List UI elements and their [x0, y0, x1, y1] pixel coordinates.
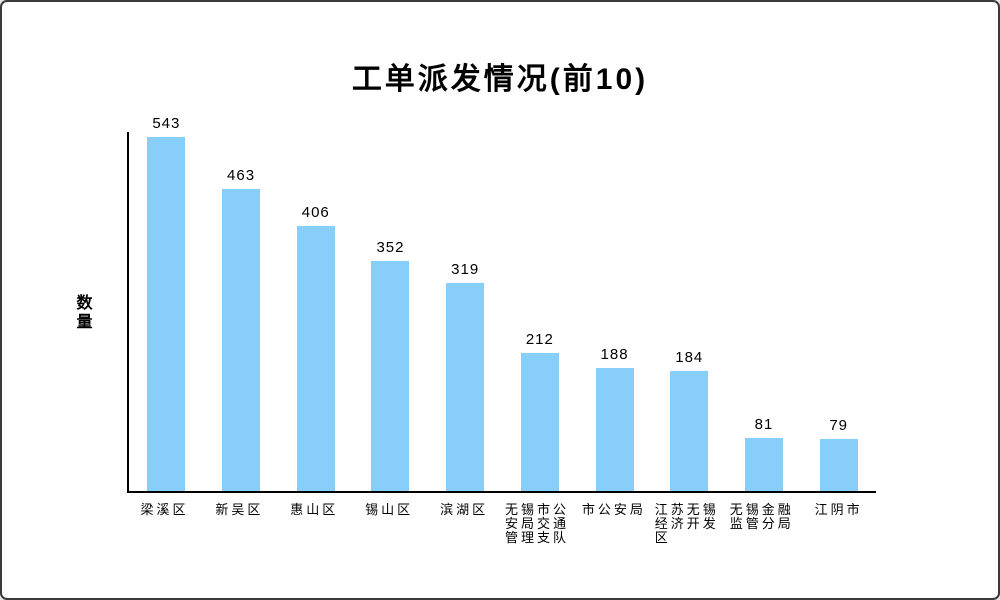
- bars-container: 543 463 406 352 319 212 188 184 81 79: [129, 115, 876, 491]
- x-axis-tick-label-text: 滨湖区: [440, 502, 489, 517]
- bar[interactable]: [670, 370, 709, 491]
- bar-value-label: 352: [376, 239, 405, 257]
- chart-title: 工单派发情况(前10): [351, 63, 649, 96]
- x-axis-tick-label: 新吴区: [202, 503, 277, 521]
- x-axis-labels: 梁溪区 新吴区 惠山区 锡山区 滨湖区 无锡市公安局交通管理支队 市公安局 江苏无锡经济开发区…: [127, 503, 876, 545]
- bar-slot: 188: [577, 132, 652, 491]
- bar-value-label: 79: [829, 417, 849, 435]
- bar[interactable]: [744, 438, 783, 491]
- bar-slot: 406: [278, 132, 353, 491]
- x-axis-tick-label-text: 惠山区: [290, 502, 339, 517]
- x-axis-tick-label: 江阴市: [801, 503, 876, 521]
- bar-slot: 79: [801, 132, 876, 491]
- bar[interactable]: [296, 226, 335, 491]
- bar-slot: 463: [204, 132, 279, 491]
- bar-value-label: 319: [451, 260, 480, 278]
- bar-value-label: 212: [525, 330, 554, 348]
- bar[interactable]: [371, 261, 410, 491]
- x-axis-tick-label: 滨湖区: [427, 503, 502, 521]
- x-axis-tick-label: 江苏无锡经济开发区: [651, 503, 726, 545]
- bar-value-label: 188: [600, 346, 629, 364]
- bar-slot: 319: [428, 132, 503, 491]
- bar[interactable]: [595, 368, 634, 491]
- bar[interactable]: [446, 282, 485, 491]
- x-axis-tick-label: 无锡金融监管分局: [726, 503, 801, 531]
- x-axis-tick-label: 市公安局: [576, 503, 651, 521]
- x-axis-tick-label-text: 市公安局: [581, 502, 646, 517]
- x-axis-tick-label-text: 江苏无锡经济开发区: [654, 502, 719, 545]
- x-axis-tick-label-text: 新吴区: [215, 502, 264, 517]
- x-axis-tick-label-text: 无锡市公安局交通管理支队: [504, 502, 569, 545]
- x-axis-tick-label-text: 梁溪区: [140, 502, 189, 517]
- bar-slot: 184: [652, 132, 727, 491]
- x-axis-tick-label: 梁溪区: [127, 503, 202, 521]
- bar-value-label: 184: [675, 348, 704, 366]
- bar-slot: 352: [353, 132, 428, 491]
- bar-slot: 212: [503, 132, 578, 491]
- bar-value-label: 406: [301, 204, 330, 221]
- bar-value-label: 81: [754, 416, 774, 434]
- bar[interactable]: [520, 352, 559, 491]
- bar-value-label: 543: [152, 114, 181, 132]
- x-axis-tick-label-text: 锡山区: [365, 502, 414, 517]
- x-axis-tick-label: 锡山区: [352, 503, 427, 521]
- bar[interactable]: [819, 439, 858, 491]
- bar-slot: 81: [727, 132, 802, 491]
- x-axis-tick-label-text: 无锡金融监管分局: [729, 502, 794, 531]
- bar[interactable]: [222, 188, 261, 491]
- bar-value-label: 463: [227, 166, 256, 184]
- x-axis-tick-label: 无锡市公安局交通管理支队: [502, 503, 577, 545]
- x-axis-tick-label-text: 江阴市: [814, 502, 863, 517]
- x-axis-tick-label: 惠山区: [277, 503, 352, 521]
- plot-area: 543 463 406 352 319 212 188 184 81 79: [127, 115, 876, 493]
- y-axis-title: 数量: [76, 295, 93, 331]
- bar-slot: 543: [129, 115, 204, 491]
- bar[interactable]: [147, 136, 186, 491]
